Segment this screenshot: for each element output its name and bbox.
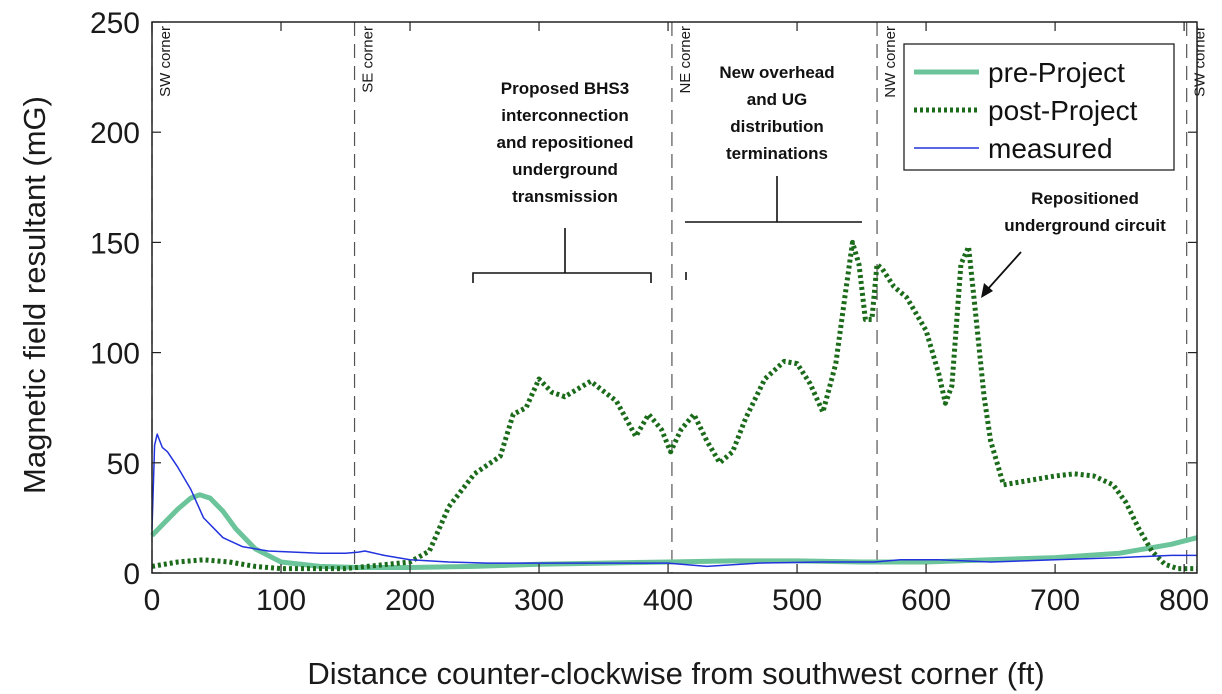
x-tick-label: 700	[1030, 584, 1080, 617]
x-tick-label: 300	[514, 584, 564, 617]
annotation-text: underground	[512, 160, 618, 179]
y-tick-label: 150	[90, 227, 140, 260]
legend-label: post-Project	[988, 95, 1138, 126]
annotation-text: interconnection	[501, 106, 629, 125]
bracket-interconnection	[472, 228, 652, 283]
x-tick-label: 100	[256, 584, 306, 617]
x-tick-label: 0	[144, 584, 161, 617]
annotation-text: New overhead	[719, 63, 834, 82]
annotation-text: transmission	[512, 187, 618, 206]
x-tick-label: 200	[385, 584, 435, 617]
plot-frame	[151, 21, 1198, 574]
y-tick-label: 0	[123, 558, 140, 591]
legend: pre-Project post-Project measured	[903, 43, 1175, 171]
x-tick-label: 500	[772, 584, 822, 617]
series-line-measured	[151, 433, 1197, 568]
annotation-arrowhead	[981, 283, 993, 298]
axes: 0 100 200 300 400 500 600 700 800 0 50 100 150 200 250	[90, 7, 1209, 617]
corner-label: SE corner	[360, 26, 377, 93]
annotation-text: distribution	[730, 117, 823, 136]
y-tick-label: 100	[90, 338, 140, 371]
corner-lines: SW corner SE corner NE corner NW corner SW c…	[151, 22, 1209, 573]
legend-label: measured	[988, 133, 1113, 164]
annotation-text: and UG	[747, 90, 807, 109]
series-line-post-project	[151, 239, 1197, 572]
y-axis-label: Magnetic field resultant (mG)	[17, 96, 52, 494]
legend-label: pre-Project	[988, 57, 1125, 88]
corner-label: SW corner	[1192, 26, 1209, 97]
annotation-text: underground circuit	[1004, 216, 1166, 235]
annotation-text: and repositioned	[497, 133, 634, 152]
annotation-text: terminations	[726, 144, 828, 163]
y-tick-label: 200	[90, 117, 140, 150]
annotation-text: Repositioned	[1031, 189, 1139, 208]
y-tick-label: 250	[90, 7, 140, 40]
y-tick-label: 50	[107, 448, 140, 481]
corner-label: NE corner	[677, 26, 694, 94]
bracket-terminations	[685, 176, 862, 223]
annotation-arrow-line	[986, 251, 1022, 291]
x-axis-label: Distance counter-clockwise from southwes…	[307, 656, 1044, 691]
annotations: Proposed BHS3 interconnection and repositi…	[472, 63, 1166, 298]
x-tick-label: 400	[643, 584, 693, 617]
corner-label: SW corner	[157, 26, 174, 97]
legend-box	[903, 43, 1175, 171]
x-tick-label: 600	[901, 584, 951, 617]
x-tick-label: 800	[1159, 584, 1209, 617]
corner-label: NW corner	[882, 26, 899, 98]
annotation-text: Proposed BHS3	[501, 79, 629, 98]
